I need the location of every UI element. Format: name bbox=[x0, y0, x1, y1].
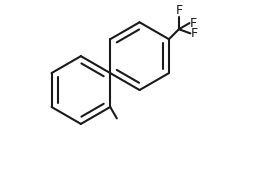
Text: F: F bbox=[175, 4, 182, 17]
Text: F: F bbox=[190, 27, 198, 40]
Text: F: F bbox=[189, 17, 197, 30]
